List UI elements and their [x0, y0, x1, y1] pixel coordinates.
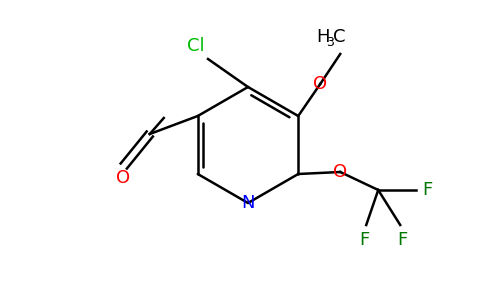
Text: C: C — [333, 28, 346, 46]
Text: H: H — [316, 28, 330, 46]
Text: O: O — [116, 169, 130, 187]
Text: F: F — [359, 231, 369, 249]
Text: 3: 3 — [326, 36, 334, 49]
Text: F: F — [422, 181, 433, 199]
Text: N: N — [241, 194, 255, 212]
Text: O: O — [313, 75, 327, 93]
Text: F: F — [397, 231, 408, 249]
Text: Cl: Cl — [187, 37, 205, 55]
Text: O: O — [333, 163, 348, 181]
